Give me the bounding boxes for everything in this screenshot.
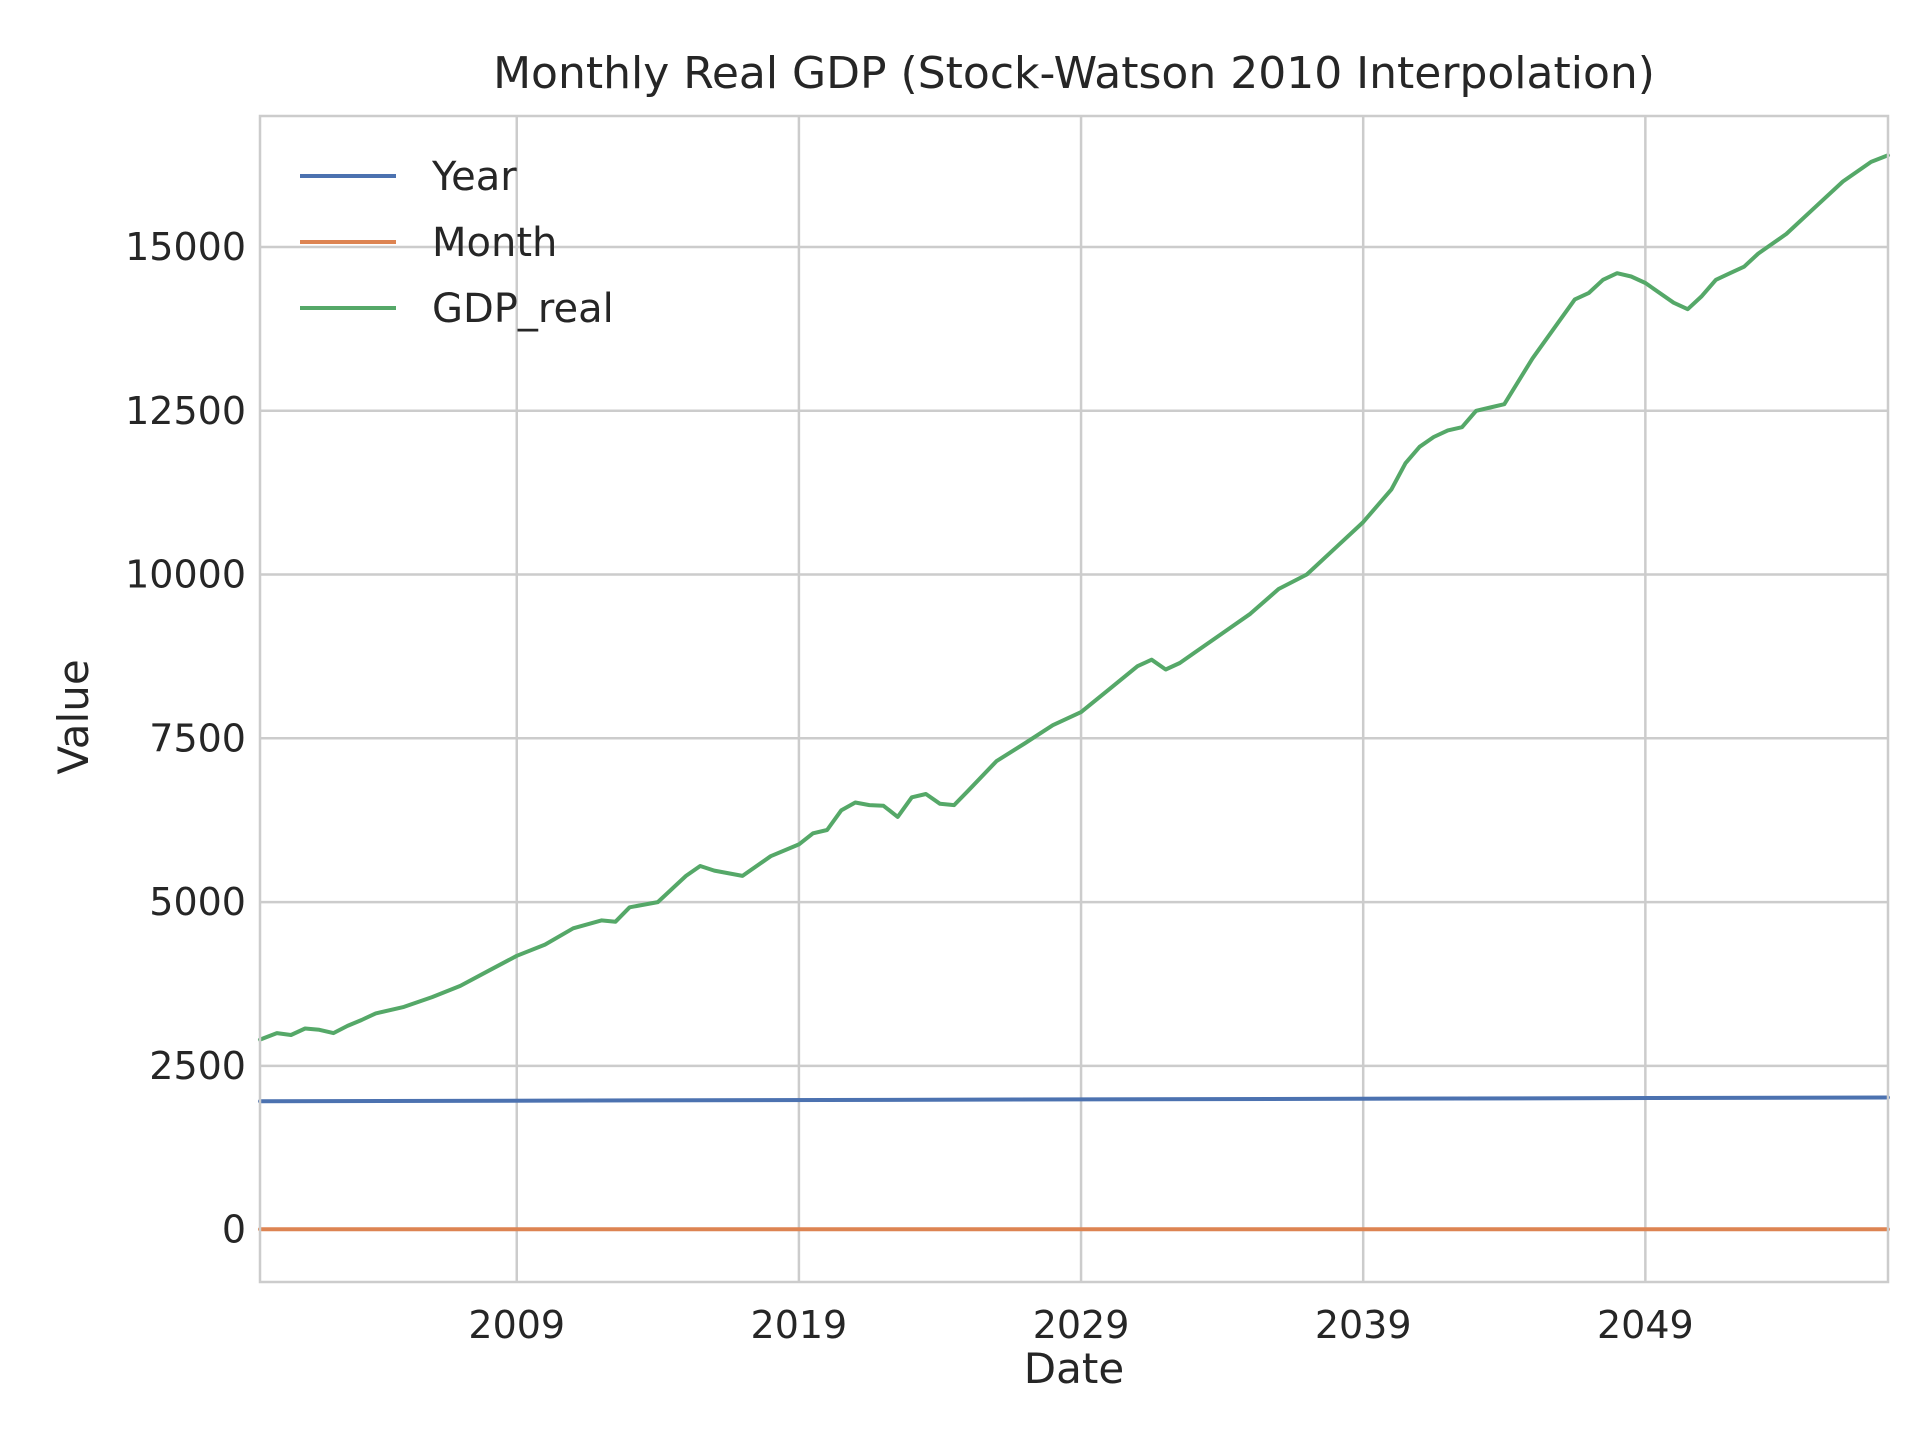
x-tick-label: 2029 <box>1033 1303 1130 1347</box>
x-tick-label: 2019 <box>751 1303 848 1347</box>
x-axis-label: Date <box>1024 1344 1124 1393</box>
x-tick-label: 2049 <box>1597 1303 1694 1347</box>
y-axis-label: Value <box>49 659 98 774</box>
y-tick-label: 2500 <box>149 1044 246 1088</box>
y-tick-label: 7500 <box>149 716 246 760</box>
series-lines <box>258 153 1890 1232</box>
legend-label-month: Month <box>432 220 557 266</box>
y-tick-label: 15000 <box>125 225 246 269</box>
plot-frame <box>258 114 1890 1284</box>
x-tick-label: 2039 <box>1315 1303 1412 1347</box>
series-line-year <box>258 1095 1890 1104</box>
legend-label-gdp-real: GDP_real <box>432 286 614 332</box>
series-line-gdp-real <box>258 153 1890 1042</box>
legend: Year Month GDP_real <box>300 154 614 332</box>
x-tick-label: 2009 <box>468 1303 565 1347</box>
y-tick-label: 0 <box>222 1208 246 1252</box>
legend-label-year: Year <box>431 154 517 200</box>
y-tick-label: 10000 <box>125 553 246 597</box>
y-tick-label: 12500 <box>125 389 246 433</box>
x-tick-labels: 2009 2019 2029 2039 2049 <box>468 1303 1693 1347</box>
y-tick-label: 5000 <box>149 880 246 924</box>
y-tick-labels: 0 2500 5000 7500 10000 12500 15000 <box>125 225 246 1252</box>
chart-title: Monthly Real GDP (Stock-Watson 2010 Inte… <box>493 48 1655 99</box>
